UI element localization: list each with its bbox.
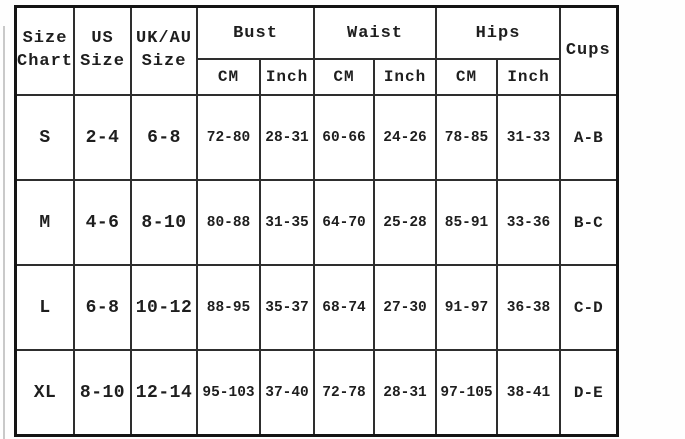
cell-bust-cm: 95-103 [196,349,262,437]
header-waist-cm: CM [313,58,376,96]
header-cups: Cups [559,5,619,96]
header-bust-cm: CM [196,58,262,96]
header-hips-cm: CM [435,58,499,96]
cell-uk-au-size: 8-10 [130,179,199,266]
cell-waist-cm: 72-78 [313,349,376,437]
table-row-m: M 4-6 8-10 80-88 31-35 64-70 25-28 85-91… [14,179,619,266]
cell-cups: A-B [559,94,619,181]
cell-bust-cm: 72-80 [196,94,262,181]
cell-size-label: S [14,94,76,181]
cell-bust-cm: 88-95 [196,264,262,351]
header-bust: Bust [196,5,316,60]
header-hips: Hips [435,5,562,60]
header-hips-inch: Inch [496,58,562,96]
cell-hips-inch: 31-33 [496,94,562,181]
cell-waist-cm: 68-74 [313,264,376,351]
header-row-units: CM Inch CM Inch CM Inch [16,58,618,96]
cell-waist-inch: 25-28 [373,179,438,266]
cell-cups: C-D [559,264,619,351]
cell-waist-inch: 28-31 [373,349,438,437]
left-crop-divider [3,26,5,439]
table-row-l: L 6-8 10-12 88-95 35-37 68-74 27-30 91-9… [14,264,619,351]
cell-waist-cm: 64-70 [313,179,376,266]
cell-cups: D-E [559,349,619,437]
cell-bust-inch: 35-37 [259,264,316,351]
cell-hips-inch: 36-38 [496,264,562,351]
cell-hips-inch: 33-36 [496,179,562,266]
cell-waist-inch: 27-30 [373,264,438,351]
cell-hips-cm: 85-91 [435,179,499,266]
cell-cups: B-C [559,179,619,266]
cell-us-size: 2-4 [73,94,133,181]
header-us-size: US Size [73,5,133,96]
header-waist: Waist [313,5,438,60]
cell-bust-inch: 28-31 [259,94,316,181]
cell-uk-au-size: 10-12 [130,264,199,351]
cell-waist-inch: 24-26 [373,94,438,181]
cell-size-label: L [14,264,76,351]
cell-bust-cm: 80-88 [196,179,262,266]
cell-size-label: M [14,179,76,266]
size-chart-table: Size Chart US Size UK/AU Size Bust Waist… [14,5,619,437]
header-row-groups: Size Chart US Size UK/AU Size Bust Waist… [14,5,619,96]
cell-bust-inch: 31-35 [259,179,316,266]
header-waist-inch: Inch [373,58,438,96]
cell-uk-au-size: 6-8 [130,94,199,181]
cell-us-size: 8-10 [73,349,133,437]
header-size-chart: Size Chart [14,5,76,96]
cell-uk-au-size: 12-14 [130,349,199,437]
table-row-xl: XL 8-10 12-14 95-103 37-40 72-78 28-31 9… [14,349,619,437]
cell-hips-cm: 91-97 [435,264,499,351]
cell-hips-cm: 97-105 [435,349,499,437]
header-bust-inch: Inch [259,58,316,96]
cell-bust-inch: 37-40 [259,349,316,437]
cell-hips-cm: 78-85 [435,94,499,181]
cell-hips-inch: 38-41 [496,349,562,437]
header-uk-au-size: UK/AU Size [130,5,199,96]
cell-size-label: XL [14,349,76,437]
cell-waist-cm: 60-66 [313,94,376,181]
table-row-s: S 2-4 6-8 72-80 28-31 60-66 24-26 78-85 … [14,94,619,181]
cell-us-size: 6-8 [73,264,133,351]
cell-us-size: 4-6 [73,179,133,266]
